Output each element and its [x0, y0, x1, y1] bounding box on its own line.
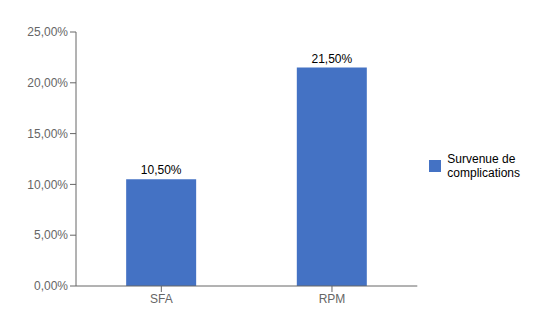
svg-text:21,50%: 21,50% — [311, 52, 352, 66]
html-text:Survenue de: Survenue de — [447, 152, 516, 166]
svg-text:10,00%: 10,00% — [27, 178, 68, 192]
svg-text:5,00%: 5,00% — [34, 228, 68, 242]
svg-text:SFA: SFA — [150, 292, 173, 306]
svg-text:20,00%: 20,00% — [27, 76, 68, 90]
svg-text:10,50%: 10,50% — [141, 163, 182, 177]
svg-text:RPM: RPM — [319, 292, 346, 306]
svg-text:15,00%: 15,00% — [27, 127, 68, 141]
svg-text:0,00%: 0,00% — [34, 279, 68, 293]
html-text:complications: complications — [447, 166, 520, 180]
svg-text:25,00%: 25,00% — [27, 25, 68, 39]
